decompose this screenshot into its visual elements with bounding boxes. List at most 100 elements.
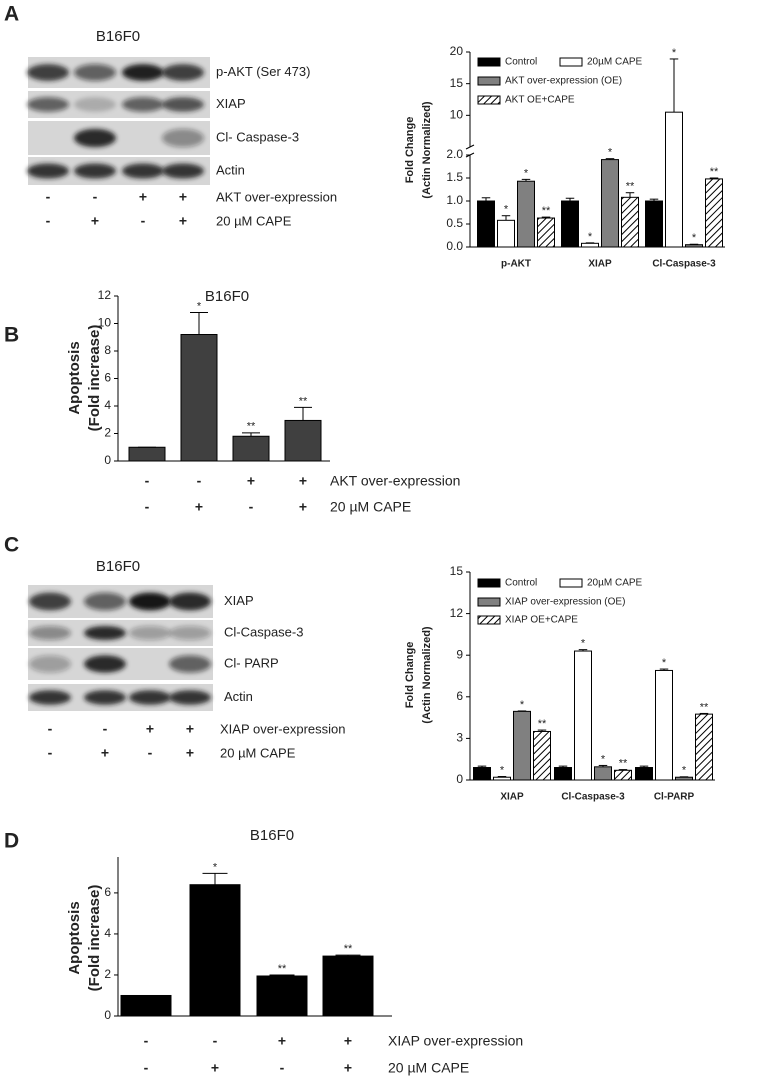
significance: **: [247, 421, 256, 433]
bar: [513, 710, 531, 781]
y-axis-label: (Fold increase): [86, 325, 103, 432]
band-label: XIAP: [224, 593, 254, 608]
bar: [695, 713, 713, 781]
y-axis-label: (Actin Normalized): [421, 101, 433, 199]
blot-band: [84, 592, 126, 611]
y-tick-label: 10: [450, 108, 464, 122]
blot-band: [169, 690, 211, 705]
significance: **: [619, 758, 628, 770]
condition-sign: -: [144, 1060, 149, 1076]
condition-sign: -: [46, 213, 51, 229]
bar: [517, 180, 535, 248]
y-tick-label: 15: [450, 76, 464, 90]
panel-label: C: [4, 534, 19, 557]
y-tick-label: 8: [104, 343, 111, 357]
band-label: XIAP: [216, 96, 246, 111]
condition-label: 20 µM CAPE: [216, 213, 292, 228]
condition-sign: -: [46, 189, 51, 205]
bar: [675, 776, 693, 781]
x-tick-label: Cl-PARP: [654, 792, 695, 803]
significance: **: [344, 943, 353, 955]
condition-sign: +: [299, 473, 307, 489]
condition-sign: +: [299, 499, 307, 515]
condition-sign: -: [48, 745, 53, 761]
blot-band: [29, 625, 71, 641]
condition-sign: -: [280, 1060, 285, 1076]
band-label: Actin: [216, 162, 245, 177]
significance: *: [213, 861, 218, 873]
y-tick-label: 9: [456, 647, 463, 661]
blot-band: [84, 625, 126, 641]
y-tick-label: 6: [104, 885, 111, 899]
bar: [497, 219, 515, 248]
bar: [537, 217, 555, 248]
blot-band: [129, 625, 171, 641]
bar: [685, 244, 703, 248]
y-tick-label: 12: [450, 606, 464, 620]
condition-sign: +: [146, 721, 154, 737]
condition-sign: -: [145, 499, 150, 515]
y-tick-label: 15: [450, 564, 464, 578]
y-tick-label: 0.5: [446, 216, 463, 230]
condition-sign: +: [91, 213, 99, 229]
condition-sign: -: [145, 473, 150, 489]
y-axis-label: (Actin Normalized): [421, 626, 433, 724]
bar: [665, 111, 683, 248]
blot-band: [74, 128, 116, 148]
legend-label: 20µM CAPE: [587, 578, 643, 589]
y-tick-label: 10: [98, 316, 112, 330]
bar: [128, 446, 166, 462]
legend-label: AKT over-expression (OE): [505, 76, 622, 87]
condition-sign: -: [197, 473, 202, 489]
blot-band: [169, 625, 211, 641]
blot-band: [162, 64, 204, 81]
blot-title: B16F0: [96, 28, 140, 45]
condition-sign: -: [213, 1033, 218, 1049]
panel-label: B: [4, 324, 19, 347]
panel-label: D: [4, 830, 19, 853]
legend-label: XIAP over-expression (OE): [505, 597, 625, 608]
condition-label: AKT over-expression: [330, 473, 460, 489]
y-tick-label: 3: [456, 731, 463, 745]
band-label: Cl- PARP: [224, 655, 279, 670]
condition-sign: -: [48, 721, 53, 737]
blot-band: [169, 592, 211, 611]
legend-label: 20µM CAPE: [587, 57, 643, 68]
significance: *: [682, 765, 687, 777]
condition-label: AKT over-expression: [216, 189, 337, 204]
significance: *: [524, 167, 529, 179]
condition-sign: +: [344, 1060, 352, 1076]
condition-label: 20 µM CAPE: [330, 499, 411, 515]
significance: **: [710, 166, 719, 178]
blot-band: [169, 655, 211, 673]
legend-swatch: [559, 57, 583, 67]
y-tick-label: 6: [104, 371, 111, 385]
y-tick-label: 6: [456, 689, 463, 703]
bar: [645, 200, 663, 248]
band-label: Cl- Caspase-3: [216, 129, 299, 144]
y-tick-label: 1.0: [446, 193, 463, 207]
legend-swatch: [477, 597, 501, 607]
bar: [635, 767, 653, 781]
legend-swatch: [477, 95, 501, 105]
blot-band: [29, 592, 71, 611]
condition-sign: -: [249, 499, 254, 515]
y-tick-label: 0: [104, 1008, 111, 1022]
significance: **: [278, 963, 287, 975]
significance: *: [588, 231, 593, 243]
condition-sign: -: [144, 1033, 149, 1049]
bar: [189, 884, 241, 1017]
legend-swatch: [477, 76, 501, 86]
blot-band: [74, 163, 116, 179]
condition-sign: +: [139, 189, 147, 205]
blot-band: [162, 128, 204, 148]
bar: [493, 776, 511, 781]
significance: *: [692, 232, 697, 244]
band-label: Actin: [224, 689, 253, 704]
blot-band: [84, 690, 126, 705]
band-label: Cl-Caspase-3: [224, 624, 303, 639]
y-tick-label: 0: [104, 453, 111, 467]
bar: [561, 200, 579, 248]
